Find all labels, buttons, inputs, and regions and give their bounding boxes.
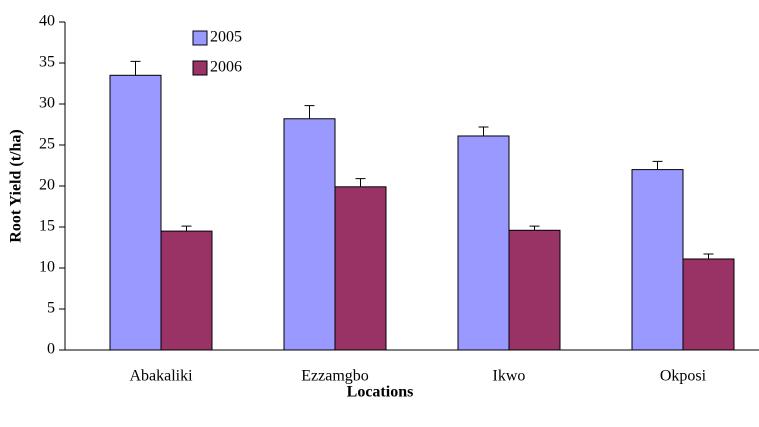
- y-tick-label: 0: [47, 341, 55, 358]
- y-tick-label: 35: [39, 54, 55, 71]
- bar: [631, 169, 684, 351]
- y-axis-label: Root Yield (t/ha): [8, 129, 25, 242]
- error-bar: [181, 225, 192, 232]
- x-tick-label: Okposi: [660, 368, 707, 385]
- x-tick-label: Ezzamgbo: [301, 368, 369, 385]
- legend-label: 2006: [210, 59, 242, 76]
- error-bar: [478, 126, 489, 136]
- error-bar: [304, 105, 315, 119]
- y-tick-label: 30: [39, 95, 55, 112]
- x-axis-label: Locations: [347, 384, 414, 401]
- bar: [160, 230, 213, 351]
- bar: [457, 135, 510, 351]
- bar: [508, 229, 561, 351]
- y-tick-label: 10: [39, 259, 55, 276]
- y-tick-label: 15: [39, 218, 55, 235]
- x-tick-label: Abakaliki: [129, 368, 193, 385]
- bar: [334, 186, 387, 351]
- error-bar: [130, 60, 141, 76]
- bar: [283, 118, 336, 351]
- error-bar: [529, 225, 540, 231]
- legend-swatch: [192, 30, 208, 46]
- y-tick-label: 20: [39, 177, 55, 194]
- bar: [109, 74, 162, 351]
- legend-swatch: [192, 60, 208, 76]
- legend-label: 2005: [210, 29, 242, 46]
- error-bar: [652, 160, 663, 170]
- y-tick-label: 5: [47, 300, 55, 317]
- y-tick-label: 40: [39, 13, 55, 30]
- error-bar: [355, 178, 366, 187]
- bar: [682, 258, 735, 351]
- y-tick-label: 25: [39, 136, 55, 153]
- error-bar: [703, 253, 714, 259]
- x-tick-label: Ikwo: [493, 368, 526, 385]
